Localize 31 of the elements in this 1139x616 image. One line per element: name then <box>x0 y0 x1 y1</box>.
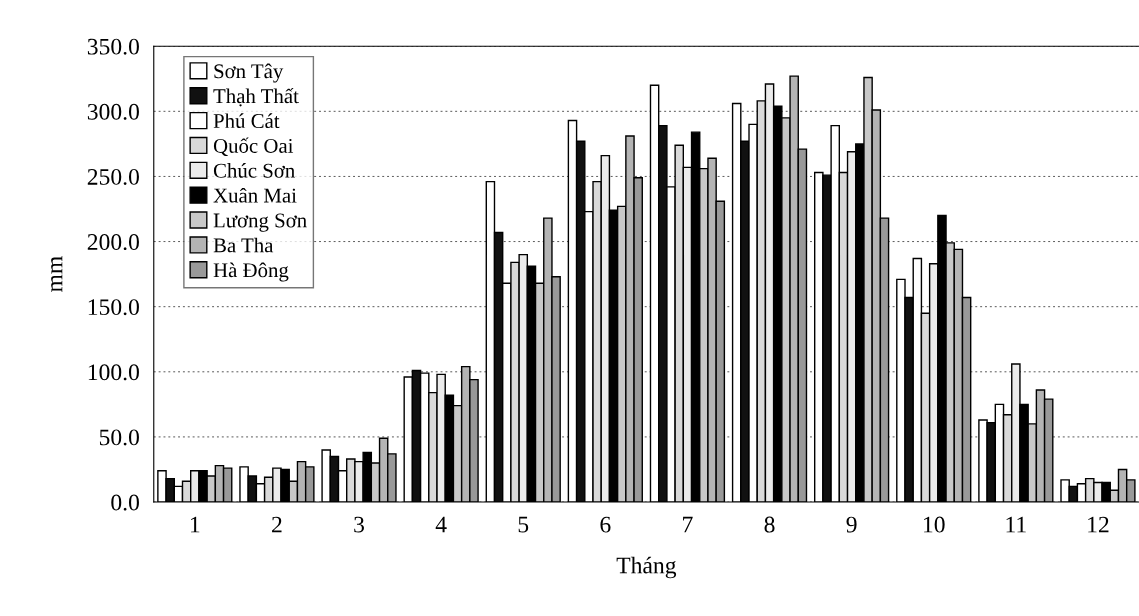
y-tick-label: 200.0 <box>87 234 139 251</box>
x-axis-title: Tháng <box>616 556 677 579</box>
y-tick-label: 250.0 <box>87 168 139 185</box>
y-tick-label: 300.0 <box>87 103 139 120</box>
legend-label: Lương Sơn <box>213 213 307 232</box>
y-tick-label: 100.0 <box>88 364 139 381</box>
x-tick-label: 3 <box>354 516 364 533</box>
y-tick-label: 50.0 <box>99 429 139 446</box>
x-tick-label: 8 <box>764 516 775 533</box>
legend-label: Hà Đông <box>213 262 289 282</box>
y-tick-label: 150.0 <box>88 299 139 316</box>
y-tick-label: 0.0 <box>111 494 139 511</box>
y-tick-label: 350.0 <box>87 38 139 55</box>
legend-label: Xuân Mai <box>213 187 297 203</box>
legend-label: Chúc Sơn <box>213 163 295 178</box>
legend-label: Thạh Thất <box>213 87 299 107</box>
legend-label: Quốc Oai <box>213 137 294 157</box>
x-tick-label: 9 <box>846 516 857 533</box>
x-tick-label: 1 <box>190 516 200 533</box>
legend-label: Sơn Tây <box>214 63 284 83</box>
x-tick-label: 4 <box>435 516 447 533</box>
legend-label: Phú Cát <box>213 113 280 129</box>
x-tick-label: 5 <box>518 516 529 533</box>
x-tick-label: 10 <box>924 516 945 533</box>
x-tick-label: 11 <box>1006 516 1026 533</box>
legend-label: Ba Tha <box>213 237 274 253</box>
x-tick-label: 12 <box>1088 516 1109 533</box>
y-axis-title: mm <box>51 256 63 292</box>
x-tick-label: 6 <box>600 516 611 533</box>
x-tick-label: 7 <box>683 516 693 533</box>
x-tick-label: 2 <box>272 516 282 533</box>
